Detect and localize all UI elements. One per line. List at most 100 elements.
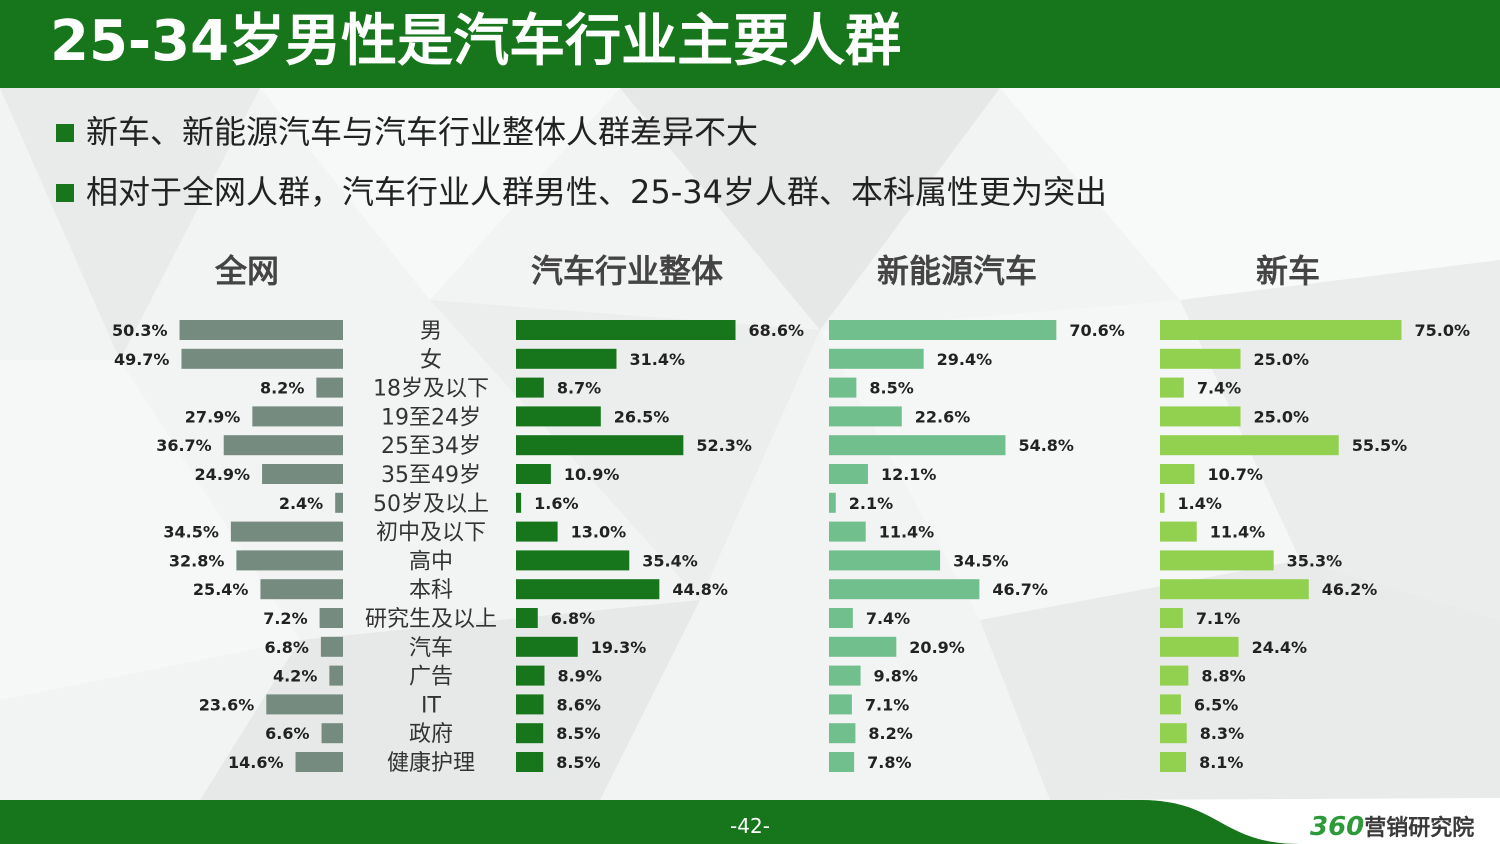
bar [321,723,343,744]
bullet-text: 新车、新能源汽车与汽车行业整体人群差异不大 [86,113,759,151]
series-header: 汽车行业整体 [531,252,723,290]
brand-text: 营销研究院 [1364,816,1475,841]
data-label: 6.5% [1194,695,1238,714]
bar [181,348,343,369]
data-label: 52.3% [696,436,752,455]
bullet-text: 相对于全网人群，汽车行业人群男性、25-34岁人群、本科属性更为突出 [86,173,1107,211]
bar [1160,694,1181,715]
bar [516,348,617,369]
bar [829,608,853,628]
data-label: 20.9% [909,638,965,657]
bar [252,406,343,427]
data-label: 10.7% [1207,465,1263,484]
data-label: 14.6% [228,753,284,772]
bar [1160,636,1239,657]
bar [1160,723,1187,744]
data-label: 6.6% [265,724,309,743]
data-label: 8.3% [1200,724,1244,743]
data-label: 31.4% [629,350,685,369]
data-label: 8.9% [557,667,601,686]
data-label: 55.5% [1352,436,1408,455]
data-label: 6.8% [265,638,309,657]
bar [295,752,343,772]
data-label: 35.3% [1287,551,1343,570]
data-label: 8.2% [260,379,304,398]
data-label: 12.1% [881,465,937,484]
data-label: 50.3% [112,321,168,340]
data-label: 8.5% [556,724,600,743]
category-label: 政府 [409,722,453,747]
bar [516,464,551,484]
bar [516,636,578,657]
bar [1160,752,1187,772]
footer-curve-shape [1100,798,1500,844]
bar [829,752,855,772]
category-label: 研究生及以上 [365,607,497,632]
data-label: 26.5% [614,407,670,426]
bar [829,435,1006,456]
data-label: 25.0% [1254,407,1310,426]
bar [516,694,544,715]
data-label: 24.4% [1252,638,1308,657]
data-label: 2.1% [849,494,893,513]
data-label: 34.5% [953,551,1009,570]
bar [1160,579,1309,600]
data-label: 68.6% [749,321,805,340]
data-label: 75.0% [1415,321,1471,340]
data-label: 8.8% [1201,667,1245,686]
bullet-point-2: 相对于全网人群，汽车行业人群男性、25-34岁人群、本科属性更为突出 [56,172,1156,212]
bar [516,435,684,456]
bar [829,320,1057,340]
data-label: 29.4% [937,350,993,369]
bar [260,579,343,600]
data-label: 1.6% [534,494,578,513]
series-header: 新车 [1256,252,1320,290]
data-label: 54.8% [1018,436,1074,455]
brand-number: 360 [1310,812,1365,842]
category-label: 18岁及以下 [373,377,489,402]
bar [516,550,630,571]
title-bar: 25-34岁男性是汽车行业主要人群 [0,0,1500,88]
data-label: 19.3% [591,638,647,657]
bullet-point-1: 新车、新能源汽车与汽车行业整体人群差异不大 [56,112,1156,152]
data-label: 24.9% [195,465,251,484]
brand-logo: 360营销研究院 [1310,812,1490,844]
data-label: 25.4% [193,580,249,599]
category-label: 男 [420,319,442,344]
bar [829,723,856,744]
data-label: 70.6% [1069,321,1125,340]
bar [516,608,538,628]
bar [829,464,868,484]
bar [516,377,544,398]
bar [829,665,861,686]
data-label: 35.4% [642,551,698,570]
data-label: 32.8% [169,551,225,570]
bar [1160,608,1183,628]
bar [829,406,902,427]
data-label: 27.9% [185,407,241,426]
data-label: 7.2% [263,609,307,628]
bar [516,320,736,340]
data-label: 8.1% [1199,753,1243,772]
data-label: 1.4% [1178,494,1222,513]
bar [320,636,343,657]
bar [1160,665,1189,686]
bar [829,579,980,600]
data-label: 23.6% [199,695,255,714]
bar [1160,435,1339,456]
category-label: 女 [420,348,442,373]
category-label: 高中 [409,549,453,574]
bar [1160,320,1402,340]
bar [1160,521,1197,542]
bar [1160,348,1241,369]
bar [1160,464,1195,484]
bar [1160,406,1241,427]
bar [329,665,343,686]
bar [319,608,343,628]
data-label: 36.7% [156,436,212,455]
category-label: 25至34岁 [381,434,481,459]
data-label: 8.2% [868,724,912,743]
bar [230,521,343,542]
